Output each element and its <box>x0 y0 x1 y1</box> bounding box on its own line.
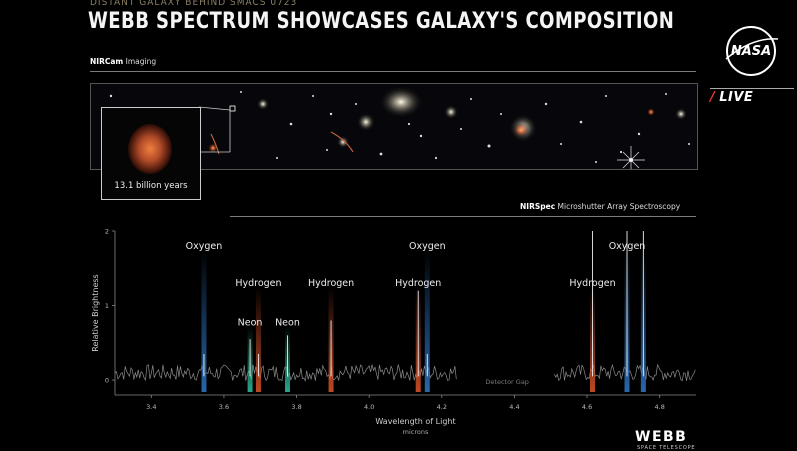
emission-label: Oxygen <box>409 241 446 252</box>
y-tick-label: 0 <box>105 377 109 385</box>
emission-label: Hydrogen <box>395 278 441 289</box>
emission-band <box>424 249 430 392</box>
emission-label: Neon <box>275 318 300 329</box>
nasa-logo: NASA <box>725 26 779 76</box>
x-tick-label: 3.6 <box>219 403 229 411</box>
nircam-label-rest: Imaging <box>125 57 157 66</box>
page-title: WEBB SPECTRUM SHOWCASES GALAXY'S COMPOSI… <box>88 9 675 34</box>
emission-label: Hydrogen <box>569 278 615 289</box>
live-slash-icon: / <box>710 90 716 105</box>
emission-label: Hydrogen <box>235 278 281 289</box>
nirspec-label-rest: Microshutter Array Spectroscopy <box>557 202 681 211</box>
galaxy-inset: 13.1 billion years <box>101 107 201 200</box>
x-tick-label: 4.6 <box>582 403 592 411</box>
nirspec-label-bold: NIRSpec <box>520 202 556 211</box>
emission-label: Neon <box>238 318 263 329</box>
x-tick-label: 3.4 <box>146 403 156 411</box>
webb-logo: WEBB <box>635 429 688 445</box>
detector-gap-label: Detector Gap <box>485 378 529 386</box>
nircam-rule <box>90 71 696 72</box>
x-tick-label: 4.0 <box>364 403 374 411</box>
emission-band <box>255 286 261 392</box>
x-axis-unit: microns <box>403 428 429 436</box>
nircam-label: NIRCam Imaging <box>90 57 156 66</box>
emission-label: Oxygen <box>186 241 223 252</box>
y-tick-label: 1 <box>105 302 109 310</box>
webb-logo-subtitle: SPACE TELESCOPE <box>637 445 696 451</box>
x-tick-label: 4.4 <box>509 403 519 411</box>
inset-caption: 13.1 billion years <box>114 181 188 191</box>
emission-label: Oxygen <box>609 241 646 252</box>
live-badge: / LIVE <box>710 88 794 105</box>
y-axis-label: Relative Brightness <box>91 274 100 351</box>
nirspec-label: NIRSpec Microshutter Array Spectroscopy <box>520 202 680 211</box>
page-subtitle: DISTANT GALAXY BEHIND SMACS 0723 <box>90 0 298 8</box>
x-tick-label: 4.8 <box>655 403 665 411</box>
star-field <box>109 86 690 169</box>
emission-label: Hydrogen <box>308 278 354 289</box>
y-tick-label: 2 <box>105 228 109 236</box>
x-tick-label: 4.2 <box>437 403 447 411</box>
x-tick-label: 3.8 <box>291 403 301 411</box>
live-label: LIVE <box>719 90 754 105</box>
emission-band <box>201 249 207 392</box>
nircam-label-bold: NIRCam <box>90 57 124 66</box>
x-axis-label: Wavelength of Light <box>375 417 455 426</box>
nirspec-rule <box>230 216 696 217</box>
galaxy-image <box>128 124 172 174</box>
nasa-wordmark: NASA <box>731 44 771 59</box>
